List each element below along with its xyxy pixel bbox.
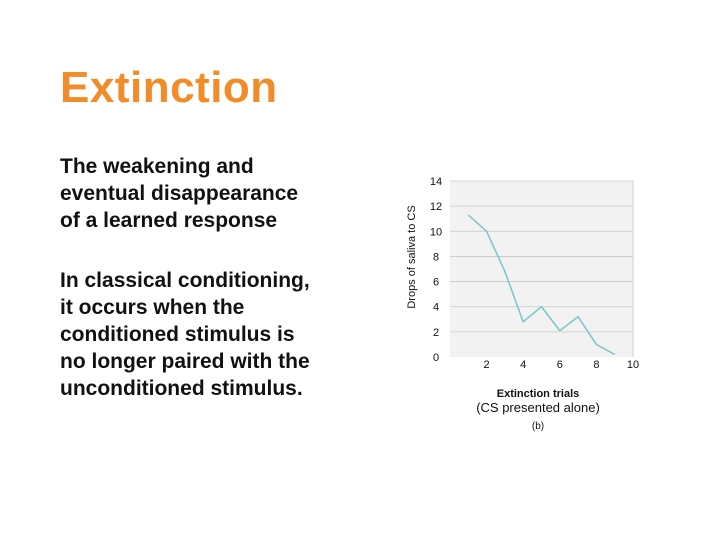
y-axis-label: Drops of saliva to CS [406,205,418,308]
x-tick-label: 4 [520,359,526,371]
y-tick-label: 4 [433,302,439,314]
series-polyline [467,214,616,356]
y-tick-labels: 0 2 4 6 8 10 12 14 [430,176,442,364]
explanation-line: conditioned stimulus is [60,323,295,346]
y-tick-label: 14 [430,176,442,188]
x-axis-label: Extinction trials [497,388,580,400]
y-tick-label: 2 [433,327,439,339]
explanation-paragraph: In classical conditioning, it occurs whe… [60,267,380,402]
y-tick-label: 10 [430,226,442,238]
x-axis-sublabel: (CS presented alone) [476,400,600,415]
x-tick-label: 6 [557,359,563,371]
x-tick-label: 10 [627,359,639,371]
explanation-line: unconditioned stimulus. [60,377,303,400]
definition-line: eventual disappearance [60,182,299,205]
definition-line: of a learned response [60,209,278,232]
definition-paragraph: The weakening and eventual disappearance… [60,153,380,234]
y-tick-label: 6 [433,277,439,289]
explanation-line: no longer paired with the [60,350,310,373]
y-tick-label: 8 [433,251,439,263]
chart-plot-area [450,181,633,357]
extinction-chart: 0 2 4 6 8 10 12 14 2 4 6 8 10 Drops of saliva to CS… [406,176,640,432]
explanation-line: it occurs when the [60,296,245,319]
explanation-line: In classical conditioning, [60,269,310,292]
series-line [467,214,616,356]
chart-grid [450,180,634,357]
x-tick-label: 2 [484,359,490,371]
y-tick-label: 12 [430,201,442,213]
x-tick-label: 8 [593,359,599,371]
plot-background [450,181,633,357]
definition-line: The weakening and [60,155,254,178]
panel-label: (b) [532,421,544,432]
slide-title: Extinction [60,63,278,112]
y-tick-label: 0 [433,352,439,364]
x-tick-labels: 2 4 6 8 10 [484,359,640,371]
